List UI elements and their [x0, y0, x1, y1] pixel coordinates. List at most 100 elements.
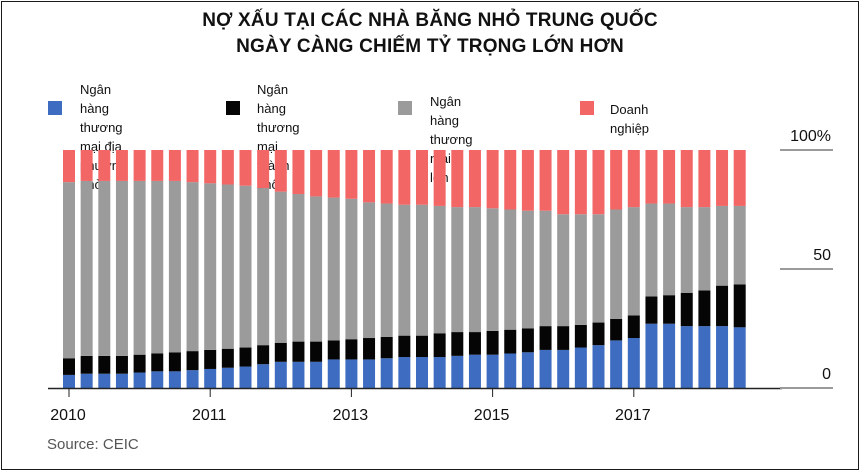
bar-rural-3	[115, 373, 128, 388]
bar-rural-6	[168, 371, 181, 388]
bar-city-11	[257, 345, 270, 365]
bar-rural-37	[716, 326, 729, 388]
bar-city-5	[151, 353, 164, 372]
bar-city-33	[645, 296, 658, 324]
bar-rural-26	[521, 352, 534, 388]
bar-city-22	[451, 332, 464, 356]
bar-enterprise-34	[663, 150, 676, 204]
bar-enterprise-21	[433, 150, 446, 206]
bar-rural-0	[63, 374, 75, 388]
bar-city-15	[327, 340, 340, 360]
bar-city-12	[274, 342, 287, 362]
bar-enterprise-38	[733, 150, 746, 206]
bar-city-30	[592, 322, 605, 346]
bar-large-30	[592, 214, 605, 323]
bar-large-32	[627, 207, 640, 316]
bar-rural-1	[80, 373, 93, 388]
y-tick-label-1: 50	[813, 247, 831, 264]
bar-enterprise-11	[257, 150, 270, 189]
y-tick-label-0: 100%	[790, 128, 831, 145]
bar-large-9	[221, 184, 234, 349]
bar-city-25	[504, 329, 517, 354]
bar-rural-24	[486, 354, 499, 388]
bar-rural-16	[345, 359, 358, 388]
bar-city-37	[716, 285, 729, 327]
bar-city-26	[521, 328, 534, 353]
bar-city-2	[98, 355, 111, 374]
bar-rural-27	[539, 349, 552, 388]
bar-large-23	[468, 207, 481, 333]
chart-title-line2: NGÀY CÀNG CHIẾM TỶ TRỌNG LỚN HƠN	[236, 36, 624, 57]
chart-title-line1: NỢ XẤU TẠI CÁC NHÀ BĂNG NHỎ TRUNG QUỐC	[202, 10, 658, 31]
bar-rural-31	[610, 340, 623, 388]
bar-city-4	[133, 354, 146, 373]
bar-enterprise-16	[345, 150, 358, 199]
bar-enterprise-37	[716, 150, 729, 206]
bar-large-14	[310, 196, 323, 342]
bar-large-34	[663, 203, 676, 296]
bar-enterprise-33	[645, 150, 658, 204]
bar-city-38	[733, 284, 746, 328]
bar-enterprise-7	[186, 150, 199, 183]
source-note: Source: CEIC	[47, 436, 139, 453]
bar-rural-19	[398, 357, 411, 388]
bar-rural-21	[433, 357, 446, 388]
bar-enterprise-0	[63, 150, 75, 183]
x-tick-label-2011: 2011	[192, 407, 227, 424]
bar-rural-8	[204, 368, 217, 388]
bar-enterprise-32	[627, 150, 640, 208]
bar-enterprise-28	[557, 150, 570, 215]
bar-rural-2	[98, 373, 111, 388]
bar-rural-17	[363, 359, 376, 388]
legend-swatch-enterprise	[580, 101, 594, 115]
bar-rural-9	[221, 367, 234, 388]
bar-rural-38	[733, 327, 746, 388]
bar-city-3	[115, 355, 128, 374]
bar-rural-20	[416, 357, 428, 388]
bar-rural-10	[239, 366, 252, 388]
bar-large-24	[486, 208, 499, 331]
bar-rural-36	[698, 326, 711, 388]
bar-city-17	[363, 338, 376, 360]
bar-enterprise-20	[416, 150, 428, 205]
bar-enterprise-2	[98, 150, 111, 181]
bar-rural-18	[380, 358, 393, 388]
bar-large-31	[610, 209, 623, 319]
bar-large-3	[115, 180, 128, 356]
bar-rural-14	[310, 361, 323, 388]
bar-large-18	[380, 203, 393, 337]
bar-city-23	[468, 332, 481, 355]
bar-large-36	[698, 207, 711, 291]
bar-city-1	[80, 355, 93, 374]
bar-enterprise-36	[698, 150, 711, 208]
x-tick-label-2010: 2010	[50, 407, 86, 424]
bar-enterprise-25	[504, 150, 517, 210]
bar-large-21	[433, 205, 446, 334]
legend-swatch-city	[226, 101, 240, 115]
bar-large-5	[151, 180, 164, 354]
bar-city-18	[380, 336, 393, 359]
bar-large-28	[557, 214, 570, 327]
bar-large-6	[168, 180, 181, 353]
bar-rural-23	[468, 354, 481, 388]
bar-rural-22	[451, 355, 464, 388]
bar-rural-35	[680, 326, 693, 388]
bar-city-10	[239, 347, 252, 367]
bar-large-17	[363, 202, 376, 339]
bar-rural-30	[592, 345, 605, 388]
bar-large-37	[716, 205, 729, 286]
bar-city-32	[627, 315, 640, 339]
bar-large-12	[274, 191, 287, 343]
bar-enterprise-26	[521, 150, 534, 211]
bar-enterprise-3	[115, 150, 128, 181]
bar-city-13	[292, 341, 305, 362]
x-tick-label-2017: 2017	[615, 407, 651, 424]
bar-city-28	[557, 326, 570, 350]
legend-swatch-rural	[48, 101, 62, 115]
bar-city-29	[574, 324, 587, 348]
bar-large-22	[451, 207, 464, 333]
bar-enterprise-13	[292, 150, 305, 195]
bar-city-21	[433, 333, 446, 358]
bar-enterprise-35	[680, 150, 693, 208]
bar-city-6	[168, 352, 181, 372]
